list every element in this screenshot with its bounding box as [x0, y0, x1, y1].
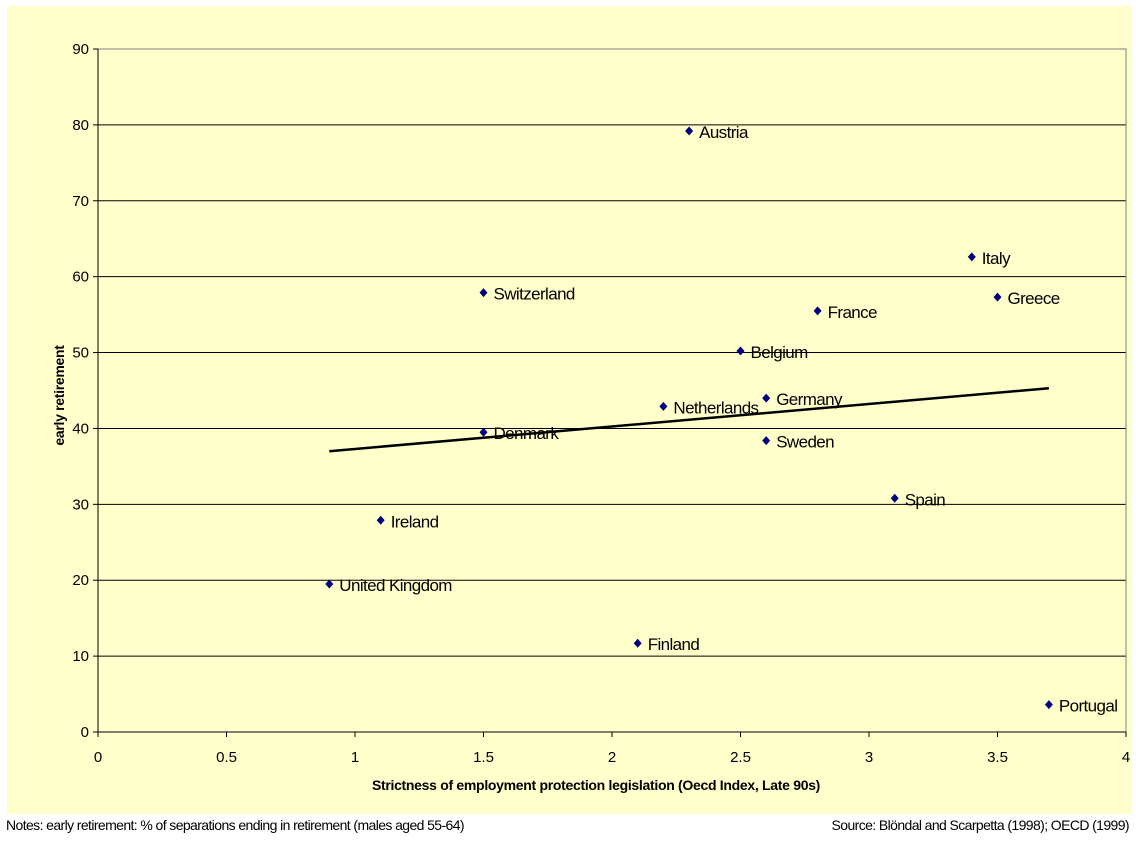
- trendline-group: [329, 386, 1050, 453]
- x-tick-label: 3: [865, 749, 873, 766]
- y-tick-label: 90: [72, 41, 89, 58]
- y-tick-label: 0: [81, 724, 89, 741]
- plot-area: [97, 48, 1127, 733]
- x-tick-label: 1.5: [473, 749, 494, 766]
- data-point-label: Germany: [776, 390, 843, 409]
- x-tick-label: 3.5: [987, 749, 1008, 766]
- x-tick-label: 0: [94, 749, 102, 766]
- y-axis-title: early retirement: [51, 345, 67, 446]
- data-point-marker: [967, 252, 976, 262]
- data-point-label: Sweden: [776, 433, 834, 452]
- data-point-label: France: [828, 303, 877, 322]
- data-point-label: Portugal: [1059, 697, 1118, 716]
- data-point-marker: [762, 393, 771, 403]
- data-point-label: Denmark: [494, 424, 560, 443]
- data-point-label: United Kingdom: [339, 576, 452, 595]
- x-tick-label: 2.5: [730, 749, 751, 766]
- data-point-marker: [659, 401, 668, 411]
- data-point-marker: [993, 292, 1002, 302]
- y-tick-label: 10: [72, 648, 89, 665]
- gridlines: [98, 48, 1126, 657]
- data-point-marker: [325, 579, 334, 589]
- data-point-marker: [813, 306, 822, 316]
- footer-notes: Notes: early retirement: % of separation…: [6, 817, 465, 833]
- data-point-label: Switzerland: [494, 285, 575, 304]
- x-axis-title: Strictness of employment protection legi…: [372, 777, 820, 793]
- y-tick-label: 50: [72, 345, 89, 362]
- data-point-marker: [890, 493, 899, 503]
- x-tick-label: 2: [608, 749, 616, 766]
- footer-source: Source: Blöndal and Scarpetta (1998); OE…: [831, 817, 1130, 833]
- axes: 0 10 20 30 40 50 60 70 80 90 0 0.5 1 1.5 2 2.5 3 3.5 4: [72, 41, 1130, 766]
- data-point-marker: [376, 515, 385, 525]
- data-point-label: Greece: [1008, 289, 1060, 308]
- data-point-marker: [479, 427, 488, 437]
- data-points: Austria Italy Switzerland Greece France Belgi…: [325, 123, 1118, 716]
- y-tick-label: 20: [72, 572, 89, 589]
- data-point-marker: [685, 126, 694, 136]
- data-point-marker: [762, 436, 771, 446]
- data-point-label: Ireland: [391, 512, 439, 531]
- data-point-label: Spain: [905, 490, 946, 509]
- data-point-marker: [1044, 700, 1053, 710]
- data-point-label: Italy: [982, 249, 1011, 268]
- data-point-label: Austria: [699, 123, 749, 142]
- y-tick-label: 60: [72, 269, 89, 286]
- x-tick-label: 0.5: [216, 749, 237, 766]
- data-point-marker: [633, 638, 642, 648]
- data-point-marker: [479, 288, 488, 298]
- data-point-label: Netherlands: [673, 398, 758, 417]
- trendline: [329, 386, 1050, 453]
- x-tick-label: 4: [1122, 749, 1130, 766]
- chart-panel: [7, 6, 1132, 814]
- y-tick-label: 70: [72, 193, 89, 210]
- y-tick-label: 40: [72, 420, 89, 437]
- data-point-label: Belgium: [751, 343, 809, 362]
- x-tick-label: 1: [351, 749, 359, 766]
- y-tick-label: 30: [72, 496, 89, 513]
- data-point-label: Finland: [648, 635, 700, 654]
- y-tick-label: 80: [72, 117, 89, 134]
- data-point-marker: [736, 346, 745, 356]
